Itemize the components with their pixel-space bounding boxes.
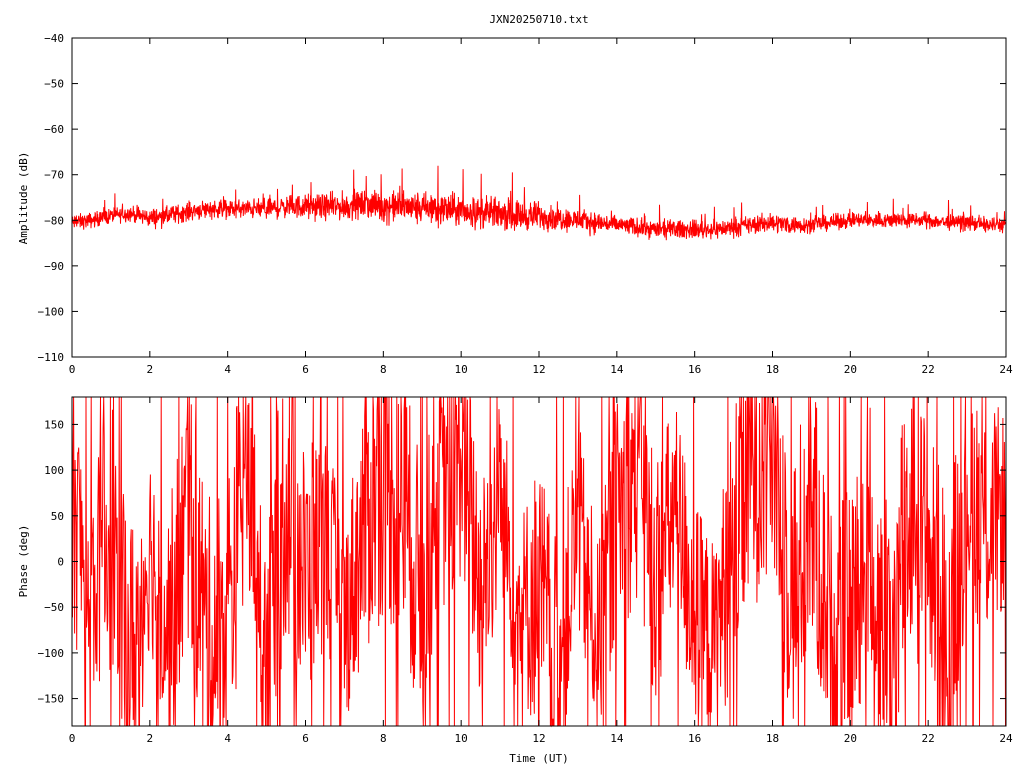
amplitude-y-tick-label: −60: [44, 123, 64, 136]
phase-x-tick-label: 4: [224, 732, 231, 745]
amplitude-x-tick-label: 12: [532, 363, 545, 376]
x-axis-label: Time (UT): [509, 752, 569, 765]
amplitude-x-tick-label: 20: [844, 363, 857, 376]
amplitude-x-tick-label: 18: [766, 363, 779, 376]
phase-x-tick-label: 16: [688, 732, 701, 745]
amplitude-y-tick-label: −70: [44, 169, 64, 182]
amplitude-panel: 0 2 4 6 8 10 12 14 16 18 20 22 24−110−100−90−80−70−6…: [17, 32, 1013, 376]
phase-y-tick-label: 100: [44, 464, 64, 477]
chart-title: JXN20250710.txt: [489, 13, 588, 26]
phase-trace: [71, 396, 1007, 728]
amplitude-x-tick-label: 16: [688, 363, 701, 376]
phase-panel: 0 2 4 6 8 10 12 14 16 18 20 22 24−150−100−5005010015…: [17, 396, 1013, 765]
phase-x-tick-label: 0: [69, 732, 76, 745]
amplitude-y-tick-label: −90: [44, 260, 64, 273]
amplitude-y-tick-label: −40: [44, 32, 64, 45]
phase-x-tick-label: 2: [147, 732, 154, 745]
phase-y-tick-label: 50: [51, 510, 64, 523]
amplitude-x-tick-label: 22: [922, 363, 935, 376]
phase-x-tick-label: 14: [610, 732, 624, 745]
phase-y-tick-label: 150: [44, 418, 64, 431]
amplitude-x-tick-label: 0: [69, 363, 76, 376]
phase-x-tick-label: 6: [302, 732, 309, 745]
phase-x-tick-label: 22: [922, 732, 935, 745]
phase-y-axis-label: Phase (deg): [17, 525, 30, 598]
phase-x-tick-label: 8: [380, 732, 387, 745]
amplitude-plot-frame: [71, 37, 1007, 358]
amplitude-x-tick-label: 6: [302, 363, 309, 376]
phase-x-tick-label: 10: [455, 732, 468, 745]
phase-x-tick-label: 18: [766, 732, 779, 745]
phase-axes: 0 2 4 6 8 10 12 14 16 18 20 22 24−150−100−5005010015…: [38, 397, 1013, 745]
phase-y-tick-label: −100: [38, 647, 65, 660]
amplitude-x-tick-label: 8: [380, 363, 387, 376]
amplitude-y-tick-label: −110: [38, 351, 65, 364]
phase-series-line: [71, 396, 1007, 728]
amplitude-x-tick-label: 10: [455, 363, 468, 376]
amplitude-axes: 0 2 4 6 8 10 12 14 16 18 20 22 24−110−100−90−80−70−6…: [38, 32, 1013, 376]
amplitude-y-axis-label: Amplitude (dB): [17, 152, 30, 245]
amplitude-series-line: [71, 165, 1007, 241]
amplitude-y-tick-label: −80: [44, 214, 64, 227]
phase-x-tick-label: 24: [999, 732, 1013, 745]
amplitude-x-tick-label: 2: [147, 363, 154, 376]
amplitude-trace: [71, 165, 1007, 241]
phase-y-tick-label: 0: [57, 556, 64, 569]
phase-y-tick-label: −50: [44, 601, 64, 614]
phase-x-tick-label: 12: [532, 732, 545, 745]
amplitude-x-tick-label: 24: [999, 363, 1013, 376]
amplitude-y-tick-label: −50: [44, 78, 64, 91]
amplitude-y-tick-label: −100: [38, 305, 65, 318]
phase-y-tick-label: −150: [38, 693, 65, 706]
amplitude-x-tick-label: 14: [610, 363, 624, 376]
phase-x-tick-label: 20: [844, 732, 857, 745]
amplitude-x-tick-label: 4: [224, 363, 231, 376]
